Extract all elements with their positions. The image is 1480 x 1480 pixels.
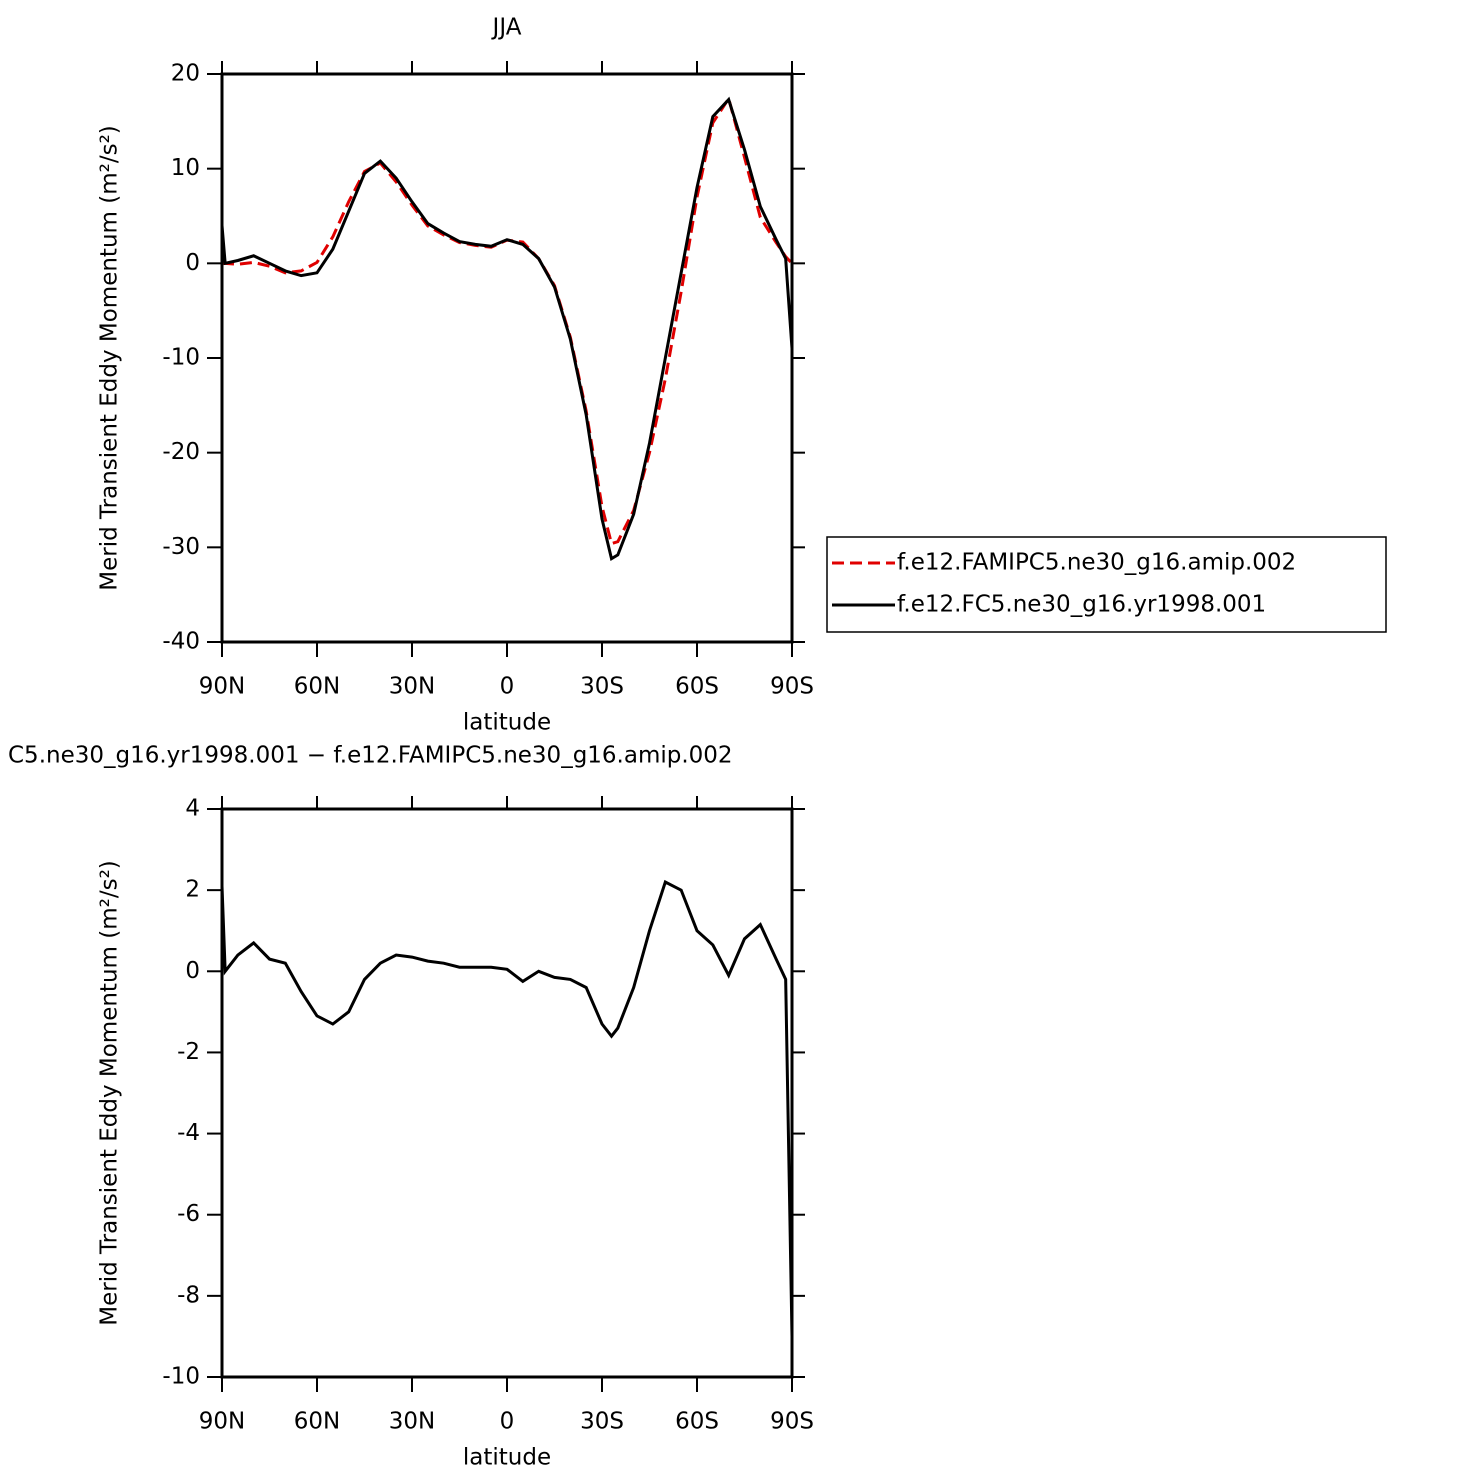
- x-tick-label: 90S: [770, 1409, 814, 1435]
- y-tick-label: 0: [185, 958, 200, 984]
- x-tick-label: 60N: [294, 1409, 340, 1435]
- y-tick-label: -20: [162, 439, 200, 465]
- y-tick-label: -6: [177, 1201, 200, 1227]
- y-tick-label: 20: [171, 61, 200, 87]
- y-tick-label: 10: [171, 155, 200, 181]
- y-tick-label: -2: [177, 1039, 200, 1065]
- y-tick-label: -10: [162, 345, 200, 371]
- x-tick-label: 90N: [199, 1409, 245, 1435]
- x-axis-label: latitude: [463, 710, 551, 736]
- x-tick-label: 60S: [675, 1409, 719, 1435]
- chart-title: C5.ne30_g16.yr1998.001 − f.e12.FAMIPC5.n…: [8, 743, 733, 769]
- x-tick-label: 30S: [580, 674, 624, 700]
- data-line: [220, 879, 794, 1337]
- x-axis-label: latitude: [463, 1445, 551, 1471]
- x-tick-label: 90S: [770, 674, 814, 700]
- y-axis-label: Merid Transient Eddy Momentum (m²/s²): [97, 860, 123, 1326]
- y-tick-label: -10: [162, 1364, 200, 1390]
- data-line: [222, 94, 794, 546]
- y-tick-label: 4: [185, 796, 200, 822]
- y-axis-label: Merid Transient Eddy Momentum (m²/s²): [97, 125, 123, 591]
- y-tick-label: 0: [185, 250, 200, 276]
- data-line: [220, 96, 794, 562]
- legend-label: f.e12.FC5.ne30_g16.yr1998.001: [897, 592, 1266, 618]
- y-tick-label: -30: [162, 534, 200, 560]
- x-tick-label: 60N: [294, 674, 340, 700]
- x-tick-label: 30S: [580, 1409, 624, 1435]
- y-tick-label: 2: [185, 877, 200, 903]
- chart-title: JJA: [491, 15, 522, 41]
- x-tick-label: 60S: [675, 674, 719, 700]
- y-tick-label: -8: [177, 1282, 200, 1308]
- y-tick-label: -4: [177, 1120, 200, 1146]
- x-tick-label: 90N: [199, 674, 245, 700]
- y-tick-label: -40: [162, 629, 200, 655]
- x-tick-label: 30N: [389, 1409, 435, 1435]
- plot-frame: [220, 807, 794, 1379]
- legend-box: [826, 536, 1387, 633]
- x-tick-label: 0: [500, 674, 515, 700]
- legend-label: f.e12.FAMIPC5.ne30_g16.amip.002: [897, 550, 1296, 576]
- plot-frame: [220, 72, 794, 644]
- x-tick-label: 30N: [389, 674, 435, 700]
- x-tick-label: 0: [500, 1409, 515, 1435]
